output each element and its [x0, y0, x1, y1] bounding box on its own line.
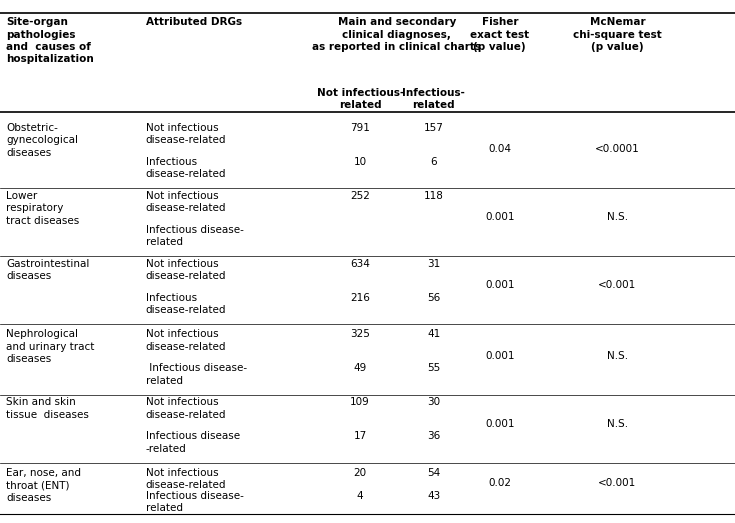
- Text: 36: 36: [427, 431, 440, 441]
- Text: 0.001: 0.001: [485, 212, 514, 222]
- Text: 157: 157: [423, 123, 444, 133]
- Text: 0.001: 0.001: [485, 350, 514, 361]
- Text: 109: 109: [351, 397, 370, 407]
- Text: 634: 634: [350, 259, 370, 269]
- Text: Infectious disease
-related: Infectious disease -related: [146, 431, 240, 454]
- Text: Not infectious
disease-related: Not infectious disease-related: [146, 191, 226, 213]
- Text: 41: 41: [427, 329, 440, 339]
- Text: <0.001: <0.001: [598, 280, 637, 290]
- Text: 252: 252: [350, 191, 370, 201]
- Text: 0.001: 0.001: [485, 418, 514, 429]
- Text: 216: 216: [350, 293, 370, 303]
- Text: 791: 791: [350, 123, 370, 133]
- Text: Gastrointestinal
diseases: Gastrointestinal diseases: [6, 259, 89, 281]
- Text: 17: 17: [354, 431, 367, 441]
- Text: Site-organ
pathologies
and  causes of
hospitalization: Site-organ pathologies and causes of hos…: [6, 17, 93, 64]
- Text: 43: 43: [427, 491, 440, 501]
- Text: Not infectious
disease-related: Not infectious disease-related: [146, 123, 226, 145]
- Text: Obstetric-
gynecological
diseases: Obstetric- gynecological diseases: [6, 123, 78, 158]
- Text: 10: 10: [354, 157, 367, 167]
- Text: N.S.: N.S.: [607, 418, 628, 429]
- Text: 0.001: 0.001: [485, 280, 514, 290]
- Text: Infectious-
related: Infectious- related: [402, 88, 465, 110]
- Text: Attributed DRGs: Attributed DRGs: [146, 17, 242, 27]
- Text: Lower
respiratory
tract diseases: Lower respiratory tract diseases: [6, 191, 79, 226]
- Text: <0.001: <0.001: [598, 478, 637, 488]
- Text: 55: 55: [427, 363, 440, 373]
- Text: 31: 31: [427, 259, 440, 269]
- Text: Infectious disease-
related: Infectious disease- related: [146, 491, 243, 513]
- Text: Not infectious-
related: Not infectious- related: [317, 88, 404, 110]
- Text: 118: 118: [423, 191, 444, 201]
- Text: 4: 4: [356, 491, 364, 501]
- Text: 6: 6: [430, 157, 437, 167]
- Text: Not infectious
disease-related: Not infectious disease-related: [146, 397, 226, 420]
- Text: Not infectious
disease-related: Not infectious disease-related: [146, 468, 226, 491]
- Text: 0.02: 0.02: [488, 478, 512, 488]
- Text: Not infectious
disease-related: Not infectious disease-related: [146, 329, 226, 352]
- Text: Not infectious
disease-related: Not infectious disease-related: [146, 259, 226, 281]
- Text: 30: 30: [427, 397, 440, 407]
- Text: Nephrological
and urinary tract
diseases: Nephrological and urinary tract diseases: [6, 329, 94, 365]
- Text: Ear, nose, and
throat (ENT)
diseases: Ear, nose, and throat (ENT) diseases: [6, 468, 81, 503]
- Text: 54: 54: [427, 468, 440, 478]
- Text: 49: 49: [354, 363, 367, 373]
- Text: 0.04: 0.04: [488, 144, 512, 154]
- Text: Fisher
exact test
(p value): Fisher exact test (p value): [470, 17, 529, 52]
- Text: <0.0001: <0.0001: [595, 144, 639, 154]
- Text: Skin and skin
tissue  diseases: Skin and skin tissue diseases: [6, 397, 89, 420]
- Text: Infectious
disease-related: Infectious disease-related: [146, 293, 226, 315]
- Text: 325: 325: [350, 329, 370, 339]
- Text: N.S.: N.S.: [607, 350, 628, 361]
- Text: McNemar
chi-square test
(p value): McNemar chi-square test (p value): [573, 17, 662, 52]
- Text: 20: 20: [354, 468, 367, 478]
- Text: 56: 56: [427, 293, 440, 303]
- Text: Main and secondary
clinical diagnoses,
as reported in clinical charts: Main and secondary clinical diagnoses, a…: [312, 17, 481, 52]
- Text: N.S.: N.S.: [607, 212, 628, 222]
- Text: Infectious
disease-related: Infectious disease-related: [146, 157, 226, 179]
- Text: Infectious disease-
related: Infectious disease- related: [146, 363, 247, 386]
- Text: Infectious disease-
related: Infectious disease- related: [146, 225, 243, 247]
